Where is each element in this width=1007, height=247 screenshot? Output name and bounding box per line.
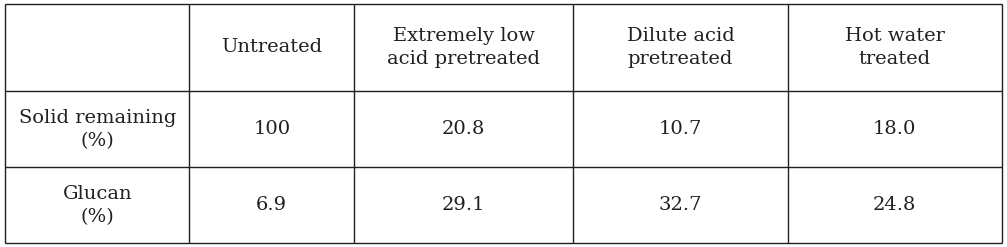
Text: Extremely low
acid pretreated: Extremely low acid pretreated [387,27,540,68]
Text: 18.0: 18.0 [873,120,916,138]
Text: 29.1: 29.1 [442,196,485,214]
Text: Hot water
treated: Hot water treated [845,27,945,68]
Text: 20.8: 20.8 [442,120,485,138]
Text: Dilute acid
pretreated: Dilute acid pretreated [626,27,734,68]
Text: 10.7: 10.7 [659,120,702,138]
Text: Glucan
(%): Glucan (%) [62,185,132,226]
Text: 100: 100 [253,120,290,138]
Text: Solid remaining
(%): Solid remaining (%) [18,109,176,150]
Text: Untreated: Untreated [222,39,322,56]
Text: 32.7: 32.7 [659,196,702,214]
Text: 6.9: 6.9 [256,196,287,214]
Text: 24.8: 24.8 [873,196,916,214]
